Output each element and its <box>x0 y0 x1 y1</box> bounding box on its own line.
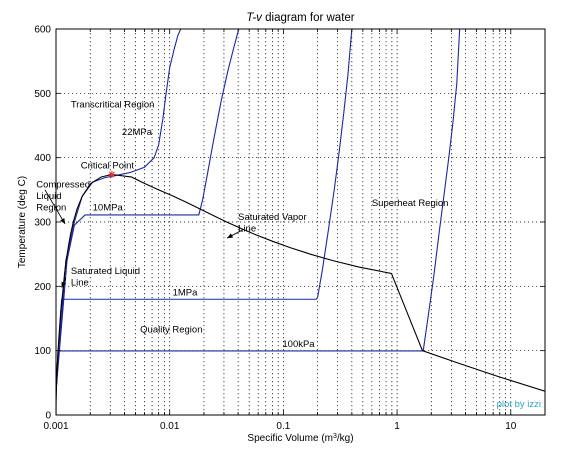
annotation-saturated-vapor-line: Saturated Vapor Line <box>238 212 306 235</box>
y-axis-label: Temperature (deg C) <box>17 176 28 268</box>
annotation-saturated-liquid-line-line: Saturated Liquid <box>71 266 140 277</box>
annotation-saturated-vapor-line-line: Saturated Vapor <box>238 212 306 223</box>
annotation-saturated-liquid-line-line: Line <box>71 278 89 289</box>
axes <box>55 28 546 416</box>
y-tick-label: 200 <box>34 282 51 293</box>
annotation-saturated-liquid-line: Saturated Liquid Line <box>71 266 140 289</box>
annotation-quality-region: Quality Region <box>140 325 202 336</box>
chart-title: T-v diagram for water <box>246 12 354 24</box>
annotation-arrow-head <box>227 233 234 239</box>
chart-title-rest: diagram for water <box>262 12 355 24</box>
annotation-transcritical-region-line: Transcritical Region <box>71 99 155 110</box>
critical-point-marker-stroke <box>108 171 115 178</box>
isobar-label-10mpa: 10MPa <box>93 202 124 213</box>
x-tick-label: 10 <box>505 421 517 432</box>
isobar-label-22mpa: 22MPa <box>122 127 153 138</box>
y-tick-label: 600 <box>34 25 51 36</box>
isobar-line-22mpa <box>56 29 182 391</box>
isobar-line-100kpa <box>56 29 461 398</box>
critical-point-marker <box>108 170 116 178</box>
annotation-quality-region-line: Quality Region <box>140 325 202 336</box>
annotation-transcritical-region: Transcritical Region <box>71 99 155 110</box>
annotation-arrow-head <box>61 281 67 288</box>
x-tick-label: 1 <box>394 421 400 432</box>
grid <box>56 29 545 415</box>
plot-frame <box>55 28 546 416</box>
annotation-arrow-shaft <box>44 189 66 225</box>
y-tick-label: 500 <box>34 89 51 100</box>
annotation-superheat-region: Superheat Region <box>372 198 449 209</box>
annotation-compressed-liquid-region-line: Compressed <box>36 179 90 190</box>
y-tick-label: 100 <box>34 346 51 357</box>
y-tick-label: 400 <box>34 153 51 164</box>
isobar-line-10mpa <box>56 29 240 392</box>
y-tick-label: 300 <box>34 218 51 229</box>
isobar-label-1mpa: 1MPa <box>173 287 199 298</box>
annotation-superheat-region-line: Superheat Region <box>372 198 449 209</box>
x-axis-label-part: Specific Volume (m <box>247 433 333 444</box>
annotation-saturated-vapor-line-line: Line <box>238 224 256 235</box>
x-tick-label: 0.001 <box>43 421 68 432</box>
x-axis-label: Specific Volume (m3/kg) <box>247 433 353 445</box>
isobar-line-1mpa <box>56 29 353 392</box>
x-axis-label-part: /kg) <box>337 433 354 444</box>
annotation-compressed-liquid-region-line: Region <box>36 202 66 213</box>
x-axis-label-superscript: 3 <box>333 433 337 440</box>
annotation-arrow-head <box>60 217 66 224</box>
annotation-critical-point-line: Critical Point <box>81 161 135 172</box>
chart-title-italic: T-v <box>246 12 263 24</box>
x-tick-label: 0.1 <box>276 421 290 432</box>
x-tick-label: 0.01 <box>160 421 180 432</box>
plot-curves <box>56 29 545 415</box>
y-tick-label: 0 <box>45 411 51 422</box>
annotation-critical-point: Critical Point <box>81 161 135 172</box>
plot-credit: plot by izzi <box>497 399 541 410</box>
isobar-label-100kpa: 100kPa <box>282 339 315 350</box>
